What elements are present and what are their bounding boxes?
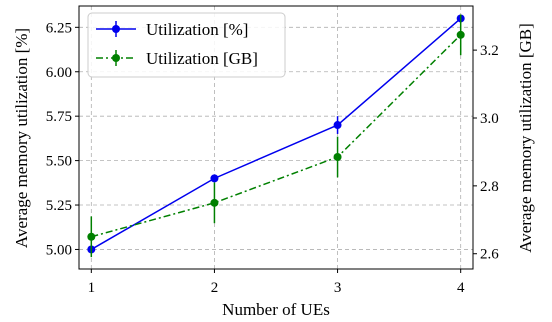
y-tick-label-left: 6.25 (46, 20, 72, 36)
x-axis-label: Number of UEs (222, 300, 330, 319)
y-tick-label-right: 2.6 (480, 247, 499, 263)
x-tick-label: 3 (334, 280, 342, 296)
y-tick-label-left: 5.75 (46, 109, 72, 125)
ticks: 1 2 3 4 5.00 5.25 5.50 5.75 6.00 6.25 2.6 2.8 3.0 3.2 (46, 20, 500, 296)
y-tick-label-left: 6.00 (46, 65, 72, 81)
data-point (333, 153, 342, 162)
y-tick-label-left: 5.25 (46, 198, 72, 214)
y-axis-label-left: Average memory utilization [%] (12, 28, 31, 248)
plot-frame (78, 5, 474, 270)
x-tick-label: 4 (457, 280, 465, 296)
data-point (333, 121, 342, 130)
y-tick-label-right: 3.0 (480, 111, 499, 127)
legend-marker-percent (112, 25, 120, 33)
data-point (210, 174, 219, 183)
x-tick-label: 1 (88, 280, 96, 296)
legend-marker-gb (112, 54, 120, 62)
legend-label-percent: Utilization [%] (146, 20, 248, 39)
series-layer (87, 14, 465, 258)
data-point (87, 232, 96, 241)
series-line-1 (91, 34, 462, 238)
legend-label-gb: Utilization [GB] (146, 49, 258, 68)
data-point (210, 198, 219, 207)
y-axis-label-right: Average memory utilization [GB] (516, 23, 535, 253)
y-tick-label-right: 2.8 (480, 179, 499, 195)
legend-box (87, 12, 286, 78)
y-tick-label-left: 5.50 (46, 154, 72, 170)
y-tick-label-right: 3.2 (480, 43, 499, 59)
data-point (456, 30, 465, 39)
y-tick-label-left: 5.00 (46, 242, 72, 258)
x-tick-label: 2 (211, 280, 219, 296)
legend: Utilization [%] Utilization [GB] (87, 12, 286, 78)
series-line-0 (90, 17, 462, 251)
